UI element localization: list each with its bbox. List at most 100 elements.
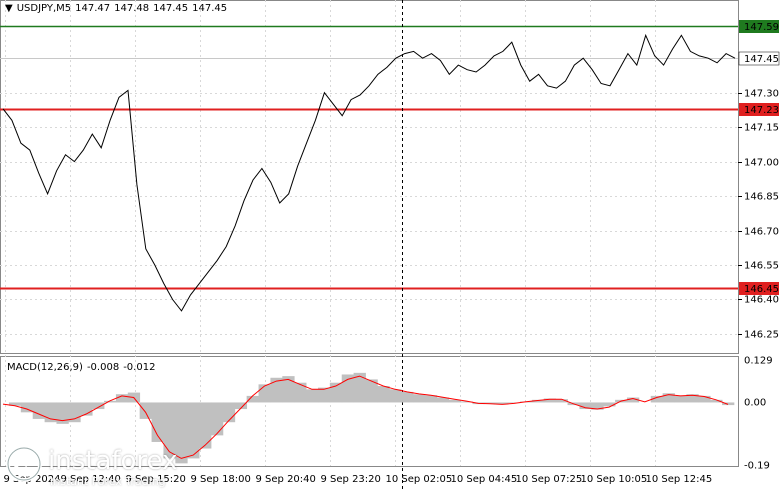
macd-bar <box>448 399 461 403</box>
x-tick-label: 10 Sep 02:05 <box>386 474 453 485</box>
macd-bar <box>210 402 224 436</box>
macd-bar <box>698 395 711 403</box>
x-tick-label: 10 Sep 04:45 <box>451 474 518 485</box>
macd-signal-line <box>2 375 729 459</box>
macd-bar <box>258 384 271 403</box>
macd-bar <box>401 391 414 403</box>
macd-bar <box>282 376 295 403</box>
y-tick-label: 146.85 <box>744 192 779 203</box>
price-axis: 147.30 147.15 147.00 146.85 146.70 146.55 146.… <box>738 20 780 341</box>
macd-bar <box>603 402 616 407</box>
macd-bar <box>139 402 152 419</box>
macd-bar <box>424 395 438 403</box>
macd-bar <box>92 402 105 410</box>
macd-plot <box>2 372 735 464</box>
low-value: 147.45 <box>153 3 189 14</box>
macd-bar <box>270 377 283 403</box>
macd-bar <box>662 393 675 403</box>
macd-bar <box>686 394 699 403</box>
macd-bar <box>306 389 319 403</box>
macd-axis: 0.129 0.00 -0.19 <box>744 356 773 472</box>
chart-header: ▼ USDJPY,M5 147.47 147.48 147.45 147.45 <box>5 3 231 14</box>
macd-main-value: -0.008 <box>86 362 120 373</box>
macd-bar <box>626 397 640 403</box>
macd-bar <box>579 402 592 410</box>
macd-bar <box>187 402 200 459</box>
macd-bar <box>32 402 45 419</box>
macd-panel-border <box>0 356 739 467</box>
high-value: 147.48 <box>114 3 150 14</box>
macd-bar <box>484 402 497 404</box>
price-plot <box>2 33 736 312</box>
macd-bar <box>317 387 331 403</box>
triangle-down-icon[interactable]: ▼ <box>5 3 13 14</box>
grid <box>0 0 738 466</box>
open-value: 147.47 <box>75 3 111 14</box>
macd-bar <box>650 395 664 403</box>
macd-y-tick-label: 0.00 <box>744 398 766 409</box>
price-levels <box>0 25 738 290</box>
macd-y-tick-label: 0.129 <box>744 356 773 367</box>
macd-bar <box>8 402 22 406</box>
macd-header: MACD(12,26,9) -0.008 -0.012 <box>7 362 159 373</box>
macd-bar <box>199 402 212 449</box>
y-tick-label: 146.55 <box>744 261 779 272</box>
macd-bar <box>531 399 545 403</box>
price-panel-border <box>0 0 739 354</box>
brand-watermark: instaforex Instant Forex Trading <box>6 444 186 490</box>
macd-bar <box>175 402 188 464</box>
level-tag <box>739 103 779 116</box>
symbol-label: USDJPY,M5 <box>16 3 72 14</box>
y-tick-label: 147.00 <box>744 158 779 169</box>
macd-bar <box>222 402 236 423</box>
brand-tagline: Instant Forex Trading <box>50 475 166 488</box>
macd-bar <box>436 397 450 403</box>
macd-bar <box>115 394 129 403</box>
macd-bar <box>722 402 735 406</box>
macd-bar <box>163 402 176 459</box>
macd-bar <box>353 372 366 403</box>
macd-y-tick-label: -0.19 <box>744 461 770 472</box>
y-tick-label: 147.15 <box>744 123 779 134</box>
x-tick-label: 9 Sep 15:20 <box>126 474 186 485</box>
x-tick-label: 10 Sep 12:45 <box>646 474 713 485</box>
macd-bar <box>555 399 568 403</box>
level-tag-label: 146.45 <box>744 284 779 295</box>
level-tag <box>739 282 779 295</box>
close-value: 147.45 <box>192 3 228 14</box>
macd-bar <box>246 395 259 403</box>
macd-bar <box>151 402 164 442</box>
macd-bar <box>543 398 557 403</box>
macd-bar <box>234 402 248 410</box>
macd-bar <box>413 394 426 403</box>
y-tick-label: 147.30 <box>744 89 779 100</box>
y-tick-label: 146.40 <box>744 295 779 306</box>
macd-bar <box>710 399 723 403</box>
macd-label: MACD(12,26,9) <box>7 362 83 373</box>
y-tick-label: 146.25 <box>744 330 779 341</box>
level-tag-label: 147.23 <box>744 105 779 116</box>
macd-bar <box>104 400 117 403</box>
macd-bar <box>56 402 69 424</box>
level-tag <box>739 20 779 33</box>
macd-bar <box>20 402 34 413</box>
x-tick-label: 10 Sep 10:05 <box>581 474 648 485</box>
level-tag-label: 147.59 <box>744 22 779 33</box>
x-tick-label: 9 Sep 18:00 <box>191 474 251 485</box>
instaforex-logo-icon <box>6 446 42 482</box>
x-tick-label: 10 Sep 07:25 <box>516 474 583 485</box>
y-tick-label: 146.70 <box>744 227 779 238</box>
macd-bar <box>389 389 402 403</box>
macd-bar <box>341 374 355 403</box>
level-tag <box>738 51 780 66</box>
macd-bar <box>496 402 509 405</box>
macd-bar <box>591 402 604 410</box>
macd-bar <box>329 382 343 403</box>
macd-bar <box>294 382 307 403</box>
x-tick-label: 9 Sep 23:20 <box>321 474 381 485</box>
x-tick-label: 9 Sep 12:40 <box>61 474 121 485</box>
x-tick-label: 9 Sep 20:40 <box>256 474 316 485</box>
macd-bar <box>377 386 390 403</box>
price-line <box>2 33 736 312</box>
